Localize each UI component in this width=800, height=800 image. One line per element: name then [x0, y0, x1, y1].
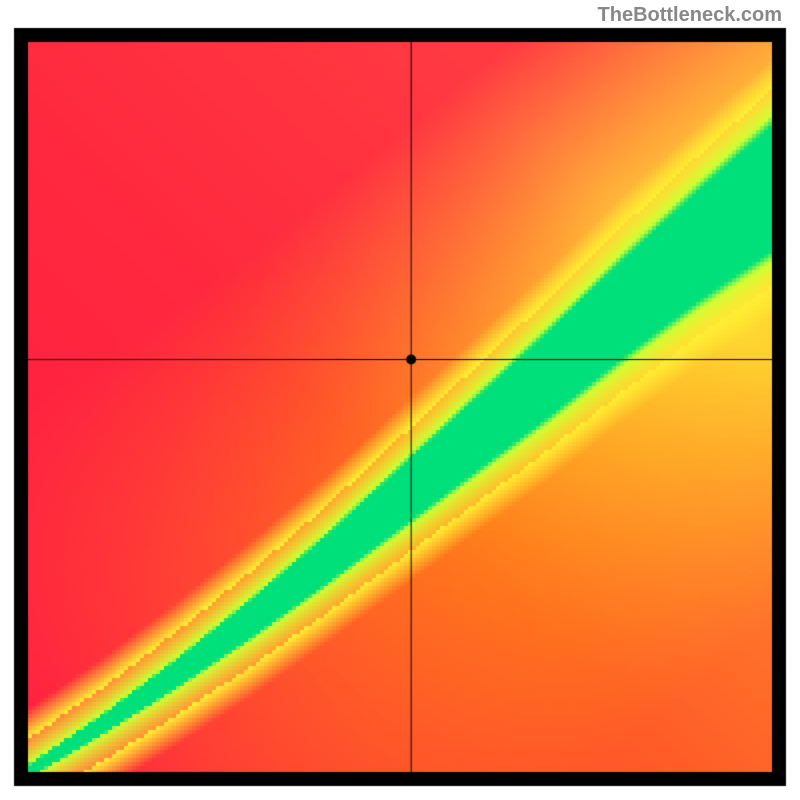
chart-container: TheBottleneck.com: [0, 0, 800, 800]
heatmap-canvas: [0, 0, 800, 800]
watermark-text: TheBottleneck.com: [598, 4, 782, 27]
